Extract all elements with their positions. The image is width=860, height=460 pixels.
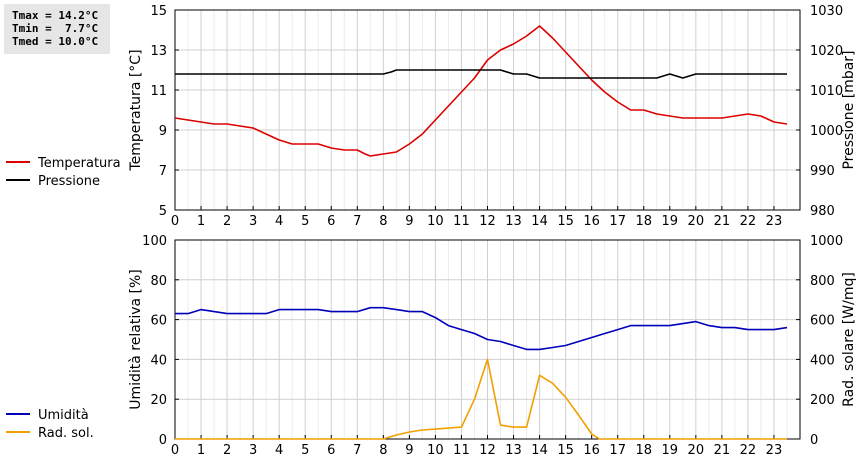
y2-tick-label: 1000 — [810, 124, 843, 139]
x-tick-label: 10 — [427, 443, 444, 458]
x-tick-label: 8 — [379, 443, 387, 458]
x-tick-label: 6 — [327, 214, 335, 229]
y2-tick-label: 400 — [810, 353, 835, 368]
x-tick-label: 16 — [583, 214, 600, 229]
y2-tick-label: 1030 — [810, 4, 843, 19]
y-tick-label: 7 — [159, 164, 167, 179]
stats-box: Tmax = 14.2°C Tmin = 7.7°C Tmed = 10.0°C — [4, 4, 110, 54]
x-tick-label: 0 — [171, 214, 179, 229]
y-tick-label: 60 — [150, 314, 167, 329]
x-tick-label: 7 — [353, 214, 361, 229]
x-tick-label: 5 — [301, 443, 309, 458]
x-tick-label: 5 — [301, 214, 309, 229]
y-tick-label: 9 — [159, 124, 167, 139]
y2-tick-label: 980 — [810, 204, 835, 219]
x-tick-label: 13 — [505, 443, 522, 458]
x-tick-label: 10 — [427, 214, 444, 229]
legend-label: Temperatura — [37, 156, 121, 171]
x-tick-label: 21 — [714, 214, 731, 229]
x-tick-label: 18 — [635, 443, 652, 458]
y-tick-label: 40 — [150, 353, 167, 368]
series-line-temperatura — [174, 25, 788, 157]
x-tick-label: 17 — [609, 214, 626, 229]
x-tick-label: 15 — [557, 443, 574, 458]
x-tick-label: 0 — [171, 443, 179, 458]
x-tick-label: 2 — [223, 443, 231, 458]
x-tick-label: 23 — [766, 214, 783, 229]
series-line-rad-sol — [175, 358, 787, 440]
y-axis-label: Temperatura [°C] — [128, 49, 144, 171]
legend-label: Pressione — [38, 174, 100, 189]
x-tick-label: 3 — [249, 214, 257, 229]
stat-tmin: Tmin = 7.7°C — [12, 22, 99, 35]
x-tick-label: 2 — [223, 214, 231, 229]
x-tick-label: 6 — [327, 443, 335, 458]
x-tick-label: 4 — [275, 443, 283, 458]
x-tick-label: 8 — [379, 214, 387, 229]
x-tick-label: 19 — [662, 214, 679, 229]
legend-label: Umidità — [38, 408, 89, 423]
x-tick-label: 13 — [505, 214, 522, 229]
x-tick-label: 19 — [662, 443, 679, 458]
y2-axis-label: Pressione [mbar] — [841, 50, 857, 169]
x-tick-label: 4 — [275, 214, 283, 229]
x-tick-label: 3 — [249, 443, 257, 458]
x-tick-label: 15 — [557, 214, 574, 229]
series-line-umidit — [175, 306, 788, 351]
x-tick-label: 14 — [531, 443, 548, 458]
y-axis-label: Umidità relativa [%] — [128, 269, 144, 410]
legend-label: Rad. sol. — [38, 426, 94, 441]
y2-tick-label: 990 — [810, 164, 835, 179]
x-tick-label: 11 — [453, 443, 470, 458]
y2-tick-label: 800 — [810, 274, 835, 289]
x-tick-label: 9 — [405, 443, 413, 458]
y-tick-label: 15 — [150, 4, 167, 19]
stat-tmed: Tmed = 10.0°C — [12, 35, 99, 48]
y2-tick-label: 1010 — [810, 84, 843, 99]
y2-tick-label: 1020 — [810, 44, 843, 59]
x-tick-label: 23 — [766, 443, 783, 458]
x-tick-label: 14 — [531, 214, 548, 229]
x-tick-label: 22 — [740, 443, 757, 458]
y2-tick-label: 200 — [810, 393, 835, 408]
y-tick-label: 0 — [159, 433, 167, 448]
y-tick-label: 13 — [150, 44, 167, 59]
y-tick-label: 5 — [159, 204, 167, 219]
x-tick-label: 22 — [740, 214, 757, 229]
y-tick-label: 100 — [142, 234, 167, 249]
x-tick-label: 18 — [635, 214, 652, 229]
x-tick-label: 11 — [453, 214, 470, 229]
y-tick-label: 20 — [150, 393, 167, 408]
x-tick-label: 9 — [405, 214, 413, 229]
x-tick-label: 20 — [688, 214, 705, 229]
y2-tick-label: 600 — [810, 314, 835, 329]
x-tick-label: 1 — [197, 214, 205, 229]
y2-tick-label: 1000 — [810, 234, 843, 249]
x-tick-label: 12 — [479, 214, 496, 229]
x-tick-label: 1 — [197, 443, 205, 458]
x-tick-label: 20 — [688, 443, 705, 458]
stat-tmax: Tmax = 14.2°C — [12, 9, 99, 22]
y-tick-label: 80 — [150, 274, 167, 289]
x-tick-label: 16 — [583, 443, 600, 458]
y2-tick-label: 0 — [810, 433, 818, 448]
x-tick-label: 12 — [479, 443, 496, 458]
x-tick-label: 7 — [353, 443, 361, 458]
y-tick-label: 11 — [150, 84, 167, 99]
x-tick-label: 17 — [609, 443, 626, 458]
x-tick-label: 21 — [714, 443, 731, 458]
series-line-pressione — [175, 69, 787, 79]
y2-axis-label: Rad. solare [W/mq] — [841, 272, 857, 407]
